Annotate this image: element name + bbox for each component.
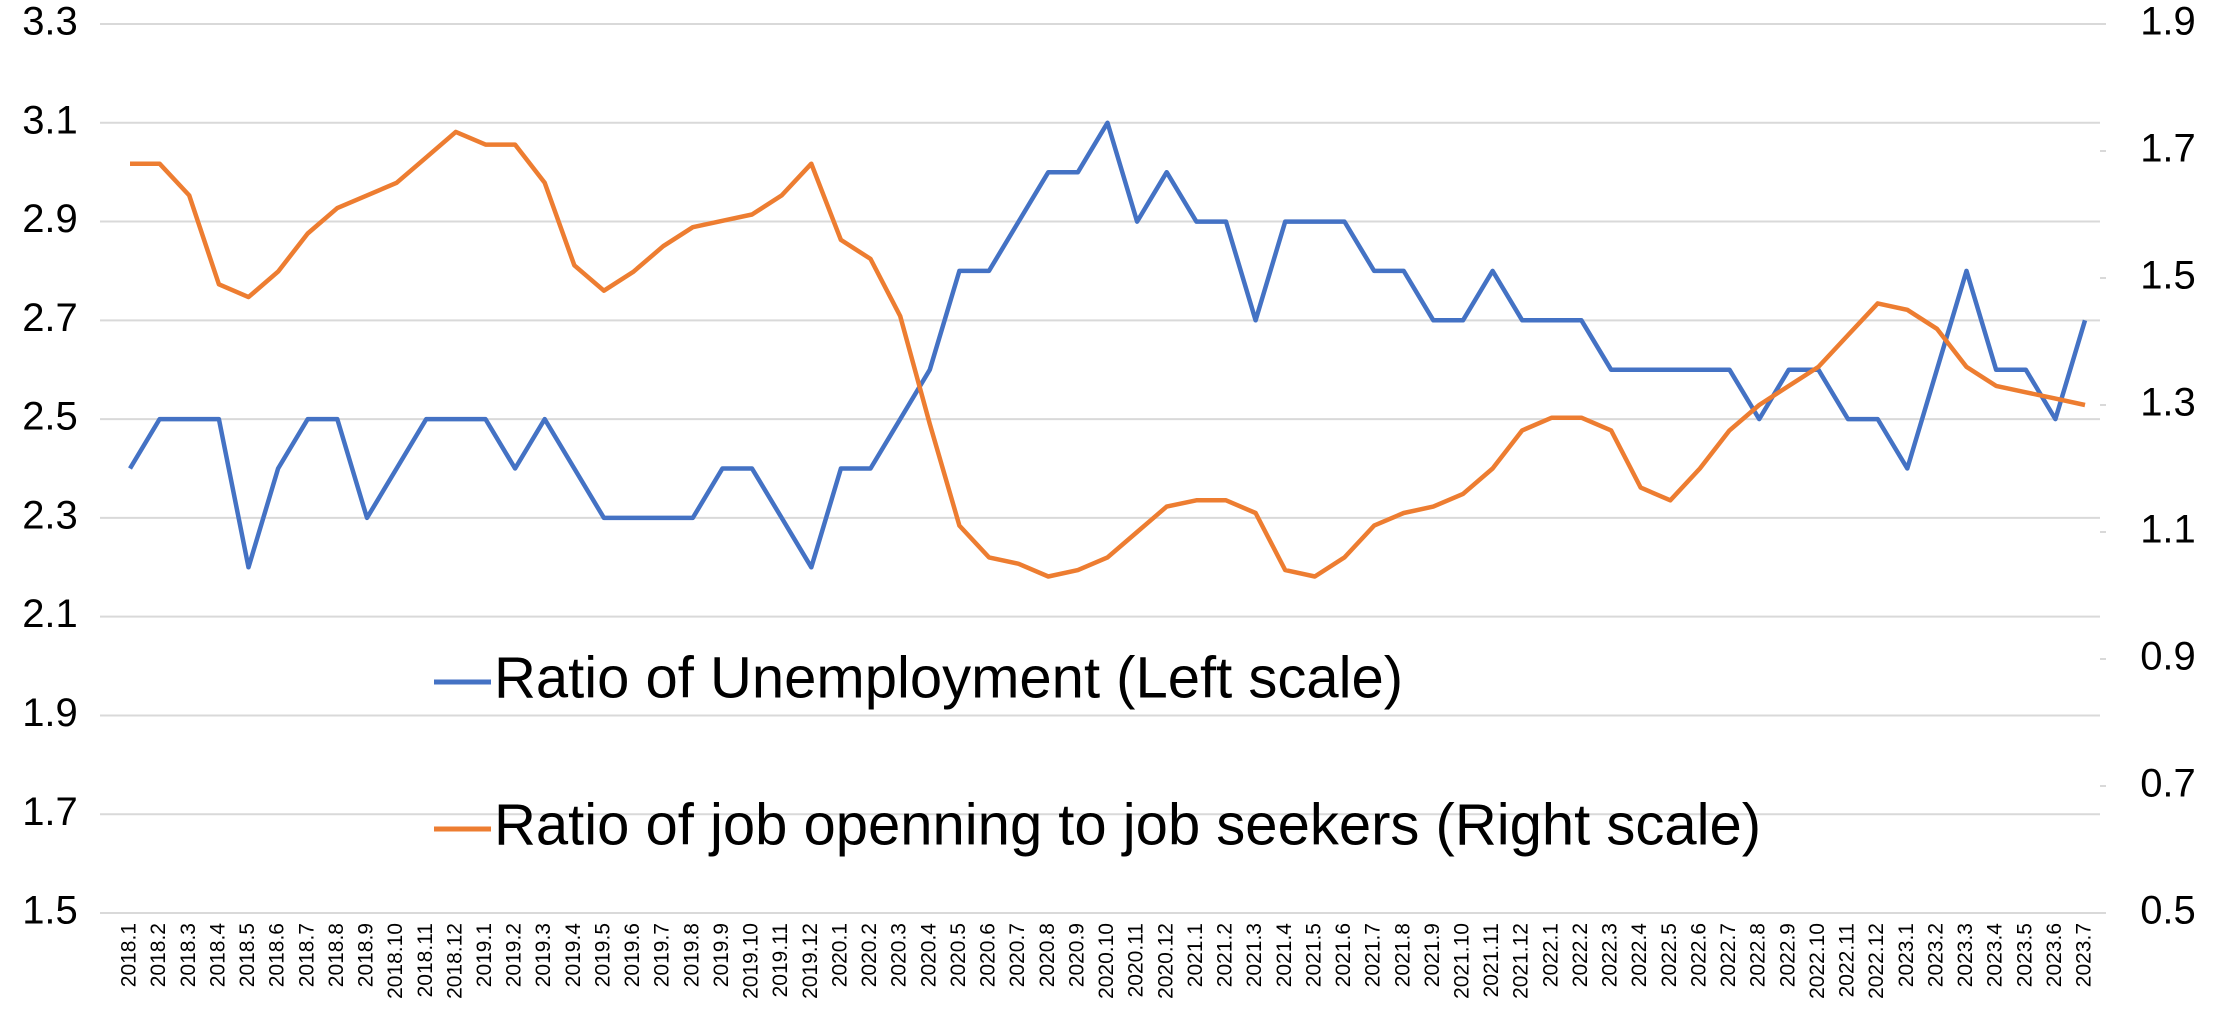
x-tick-label: 2019.11: [769, 923, 792, 997]
series-line: [128, 120, 2088, 570]
x-tick-label: 2020.8: [1036, 923, 1059, 987]
x-tick-label: 2019.7: [651, 923, 674, 987]
x-tick-label: 2019.10: [740, 923, 763, 999]
x-tick-label: 2018.3: [177, 923, 200, 987]
x-tick-label: 2019.12: [799, 923, 822, 999]
x-tick-label: 2020.11: [1125, 923, 1148, 997]
x-tick-label: 2018.5: [236, 923, 259, 987]
x-tick-label: 2022.4: [1628, 923, 1651, 988]
y2-tick-label: 0.5: [2140, 889, 2196, 933]
x-tick-label: 2022.12: [1865, 923, 1888, 999]
y2-tick-label: 0.7: [2140, 762, 2196, 806]
y-tick-label: 1.9: [22, 691, 78, 735]
y-tick-label: 2.9: [22, 197, 78, 241]
y-tick-label: 2.7: [22, 296, 78, 340]
x-tick-label: 2022.1: [1539, 923, 1562, 987]
x-tick-label: 2022.6: [1687, 923, 1710, 987]
x-tick-label: 2022.11: [1836, 923, 1859, 997]
x-tick-label: 2020.2: [858, 923, 881, 987]
x-tick-label: 2018.7: [295, 923, 318, 987]
x-tick-label: 2020.5: [947, 923, 970, 987]
x-tick-label: 2021.9: [1421, 923, 1444, 987]
x-tick-label: 2023.4: [1984, 923, 2007, 988]
x-tick-label: 2020.6: [977, 923, 1000, 987]
x-tick-label: 2021.1: [1184, 923, 1207, 987]
x-tick-label: 2022.5: [1658, 923, 1681, 987]
x-tick-label: 2018.2: [147, 923, 170, 987]
x-tick-label: 2019.6: [621, 923, 644, 987]
x-tick-label: 2019.9: [710, 923, 733, 987]
x-tick-label: 2021.4: [1273, 923, 1296, 988]
y-tick-label: 2.3: [22, 493, 78, 537]
x-tick-label: 2019.2: [503, 923, 526, 987]
y2-tick-label: 0.9: [2140, 635, 2196, 679]
x-tick-label: 2020.7: [1006, 923, 1029, 987]
x-tick-label: 2021.2: [1214, 923, 1237, 987]
y2-tick-label: 1.7: [2140, 127, 2196, 171]
series-line: [130, 129, 2086, 579]
x-tick-label: 2021.5: [1302, 923, 1325, 987]
x-tick-label: 2020.12: [1154, 923, 1177, 999]
x-tick-label: 2018.6: [266, 923, 289, 987]
x-tick-label: 2021.10: [1451, 923, 1474, 999]
y-tick-label: 3.3: [22, 0, 78, 44]
y-tick-label: 1.5: [22, 889, 78, 933]
x-tick-label: 2018.8: [325, 923, 348, 987]
x-tick-label: 2018.9: [355, 923, 378, 987]
x-tick-label: 2021.3: [1243, 923, 1266, 987]
x-tick-label: 2019.1: [473, 923, 496, 987]
x-tick-label: 2020.3: [888, 923, 911, 987]
x-tick-label: 2023.2: [1924, 923, 1947, 987]
x-tick-label: 2021.6: [1332, 923, 1355, 987]
x-tick-label: 2020.1: [828, 923, 851, 987]
x-tick-label: 2022.9: [1776, 923, 1799, 987]
x-tick-label: 2018.10: [384, 923, 407, 999]
x-tick-label: 2022.8: [1747, 923, 1770, 987]
x-tick-label: 2018.11: [414, 923, 437, 997]
x-tick-label: 2022.2: [1569, 923, 1592, 987]
x-tick-label: 2023.5: [2013, 923, 2036, 987]
x-tick-label: 2021.12: [1510, 923, 1533, 999]
x-tick-label: 2019.3: [532, 923, 555, 987]
x-tick-label: 2019.4: [562, 923, 585, 988]
y-tick-label: 2.1: [22, 592, 78, 636]
y2-tick-label: 1.5: [2140, 254, 2196, 298]
legend-label: Ratio of job openning to job seekers (Ri…: [494, 792, 1761, 857]
x-tick-label: 2021.8: [1391, 923, 1414, 987]
x-tick-label: 2022.10: [1806, 923, 1829, 999]
x-tick-label: 2021.11: [1480, 923, 1503, 997]
x-tick-label: 2022.3: [1599, 923, 1622, 987]
y2-tick-label: 1.3: [2140, 381, 2196, 425]
x-tick-label: 2018.4: [206, 923, 229, 988]
x-tick-label: 2022.7: [1717, 923, 1740, 987]
legend-label: Ratio of Unemployment (Left scale): [494, 645, 1403, 710]
x-tick-label: 2020.10: [1095, 923, 1118, 999]
x-tick-label: 2018.12: [443, 923, 466, 999]
x-tick-label: 2023.7: [2073, 923, 2096, 987]
x-tick-label: 2023.1: [1895, 923, 1918, 987]
y-tick-label: 2.5: [22, 395, 78, 439]
x-tick-label: 2023.3: [1954, 923, 1977, 987]
x-tick-label: 2020.4: [917, 923, 940, 988]
y-tick-label: 3.1: [22, 98, 78, 142]
x-tick-label: 2018.1: [118, 923, 141, 987]
x-tick-label: 2023.6: [2043, 923, 2066, 987]
y-tick-label: 1.7: [22, 790, 78, 834]
y2-tick-label: 1.1: [2140, 508, 2196, 552]
x-tick-label: 2020.9: [1065, 923, 1088, 987]
y2-tick-label: 1.9: [2140, 0, 2196, 44]
x-tick-label: 2019.8: [680, 923, 703, 987]
x-tick-label: 2021.7: [1362, 923, 1385, 987]
x-tick-label: 2019.5: [591, 923, 614, 987]
